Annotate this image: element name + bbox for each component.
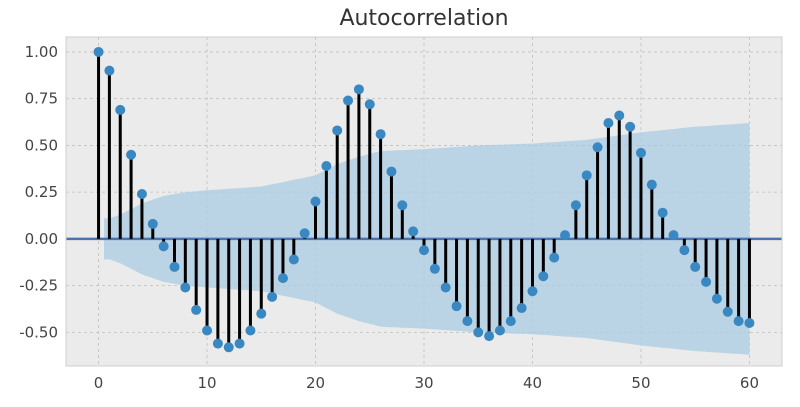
stem-marker bbox=[429, 263, 440, 274]
stem-marker bbox=[212, 338, 223, 349]
stem-marker bbox=[147, 218, 158, 229]
stem-marker bbox=[440, 282, 451, 293]
y-tick-label: -0.50 bbox=[19, 323, 58, 341]
stem-marker bbox=[451, 301, 462, 312]
stem-marker bbox=[657, 207, 668, 218]
stem-marker bbox=[646, 179, 657, 190]
stem-marker bbox=[136, 189, 147, 200]
x-tick-label: 0 bbox=[94, 374, 104, 392]
stem-marker bbox=[332, 125, 343, 136]
axes-frame bbox=[65, 36, 783, 367]
x-tick-label: 10 bbox=[197, 374, 216, 392]
stem-marker bbox=[560, 230, 571, 241]
y-tick-label: 0.50 bbox=[25, 136, 58, 154]
y-tick-label: 1.00 bbox=[25, 43, 58, 61]
stem-marker bbox=[158, 241, 169, 252]
stem-marker bbox=[375, 129, 386, 140]
stem-marker bbox=[343, 95, 354, 106]
stem-marker bbox=[462, 316, 473, 327]
stem-marker bbox=[202, 325, 213, 336]
stem-marker bbox=[169, 261, 180, 272]
stem-marker bbox=[191, 304, 202, 315]
stem-marker bbox=[408, 226, 419, 237]
stem-marker bbox=[386, 166, 397, 177]
stem-marker bbox=[484, 331, 495, 342]
x-axis-ticks: 0 10 20 30 40 50 60 bbox=[94, 374, 759, 392]
stem-marker bbox=[505, 316, 516, 327]
stem-marker bbox=[267, 291, 278, 302]
stem-marker bbox=[549, 252, 560, 263]
x-tick-label: 60 bbox=[740, 374, 759, 392]
stem-marker bbox=[104, 65, 115, 76]
stem-marker bbox=[299, 228, 310, 239]
stem-marker bbox=[711, 293, 722, 304]
stem-marker bbox=[180, 282, 191, 293]
stem-marker bbox=[234, 338, 245, 349]
stem-marker bbox=[473, 327, 484, 338]
x-tick-label: 20 bbox=[306, 374, 325, 392]
stem-marker bbox=[625, 121, 636, 132]
y-tick-label: 0.75 bbox=[25, 90, 58, 108]
y-tick-label: 0.00 bbox=[25, 230, 58, 248]
y-axis-ticks: 1.00 0.75 0.50 0.25 0.00 -0.25 -0.50 bbox=[19, 43, 58, 341]
stem-marker bbox=[527, 286, 538, 297]
stem-marker bbox=[310, 196, 321, 207]
x-tick-label: 40 bbox=[523, 374, 542, 392]
stem-markers bbox=[93, 46, 755, 353]
stem-marker bbox=[592, 142, 603, 153]
stem-marker bbox=[321, 160, 332, 171]
stem-marker bbox=[733, 316, 744, 327]
x-tick-label: 30 bbox=[414, 374, 433, 392]
stem-marker bbox=[245, 325, 256, 336]
stem-marker bbox=[288, 254, 299, 265]
stem-marker bbox=[364, 99, 375, 110]
stem-marker bbox=[93, 46, 104, 57]
stem-lines bbox=[97, 51, 751, 348]
stem-marker bbox=[690, 261, 701, 272]
x-tick-label: 50 bbox=[631, 374, 650, 392]
stem-marker bbox=[722, 306, 733, 317]
stem-marker bbox=[570, 200, 581, 211]
stem-marker bbox=[419, 245, 429, 256]
stem-marker bbox=[353, 84, 364, 95]
stem-marker bbox=[256, 308, 267, 319]
stem-marker bbox=[668, 230, 679, 241]
stem-marker bbox=[701, 276, 712, 287]
stem-marker bbox=[115, 104, 126, 115]
stem-marker bbox=[494, 325, 505, 336]
stem-marker bbox=[635, 147, 646, 158]
stem-marker bbox=[397, 200, 408, 211]
y-tick-label: 0.25 bbox=[25, 183, 58, 201]
stem-marker bbox=[679, 245, 690, 256]
chart-title: Autocorrelation bbox=[339, 6, 508, 31]
stem-marker bbox=[614, 110, 625, 121]
stem-marker bbox=[223, 342, 234, 353]
stem-marker bbox=[277, 273, 288, 284]
y-tick-label: -0.25 bbox=[19, 277, 58, 295]
stem-marker bbox=[126, 149, 137, 160]
stem-marker bbox=[603, 117, 614, 128]
stem-marker bbox=[538, 271, 549, 282]
stem-marker bbox=[581, 170, 592, 181]
stem-marker bbox=[744, 318, 755, 329]
stem-marker bbox=[516, 303, 527, 314]
